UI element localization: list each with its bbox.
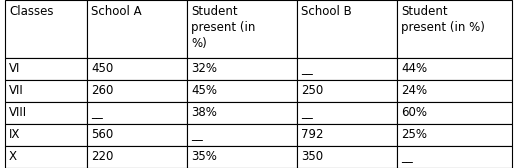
Text: 25%: 25%: [401, 129, 427, 141]
Bar: [5, 124, 87, 146]
Text: __: __: [301, 107, 313, 119]
Text: Student
present (in %): Student present (in %): [401, 5, 485, 34]
Text: 45%: 45%: [191, 85, 217, 97]
Text: VIII: VIII: [9, 107, 27, 119]
Text: 792: 792: [301, 129, 324, 141]
Bar: [5, 80, 87, 102]
Bar: [187, 124, 297, 146]
Text: 450: 450: [91, 62, 113, 75]
Bar: [187, 58, 297, 80]
Text: 32%: 32%: [191, 62, 217, 75]
Text: 350: 350: [301, 151, 323, 163]
Bar: [297, 124, 397, 146]
Bar: [87, 146, 187, 168]
Bar: [397, 102, 512, 124]
Bar: [397, 124, 512, 146]
Bar: [87, 102, 187, 124]
Text: School A: School A: [91, 5, 142, 18]
Text: 260: 260: [91, 85, 113, 97]
Text: 60%: 60%: [401, 107, 427, 119]
Text: Classes: Classes: [9, 5, 53, 18]
Bar: [87, 80, 187, 102]
Text: 560: 560: [91, 129, 113, 141]
Text: VII: VII: [9, 85, 24, 97]
Bar: [187, 146, 297, 168]
Text: Student
present (in
%): Student present (in %): [191, 5, 255, 50]
Bar: [187, 0, 297, 58]
Bar: [297, 0, 397, 58]
Text: 24%: 24%: [401, 85, 427, 97]
Bar: [5, 146, 87, 168]
Bar: [87, 124, 187, 146]
Text: 250: 250: [301, 85, 323, 97]
Bar: [187, 102, 297, 124]
Bar: [87, 58, 187, 80]
Bar: [397, 80, 512, 102]
Bar: [297, 58, 397, 80]
Bar: [397, 58, 512, 80]
Bar: [5, 58, 87, 80]
Bar: [87, 0, 187, 58]
Bar: [5, 102, 87, 124]
Bar: [297, 80, 397, 102]
Text: __: __: [191, 129, 203, 141]
Text: 44%: 44%: [401, 62, 427, 75]
Bar: [397, 0, 512, 58]
Text: VI: VI: [9, 62, 20, 75]
Text: 220: 220: [91, 151, 113, 163]
Text: 35%: 35%: [191, 151, 217, 163]
Bar: [397, 146, 512, 168]
Text: X: X: [9, 151, 17, 163]
Bar: [5, 0, 87, 58]
Bar: [297, 146, 397, 168]
Text: __: __: [401, 151, 413, 163]
Text: 38%: 38%: [191, 107, 217, 119]
Text: __: __: [301, 62, 313, 75]
Text: IX: IX: [9, 129, 20, 141]
Bar: [297, 102, 397, 124]
Bar: [187, 80, 297, 102]
Text: __: __: [91, 107, 103, 119]
Text: School B: School B: [301, 5, 352, 18]
